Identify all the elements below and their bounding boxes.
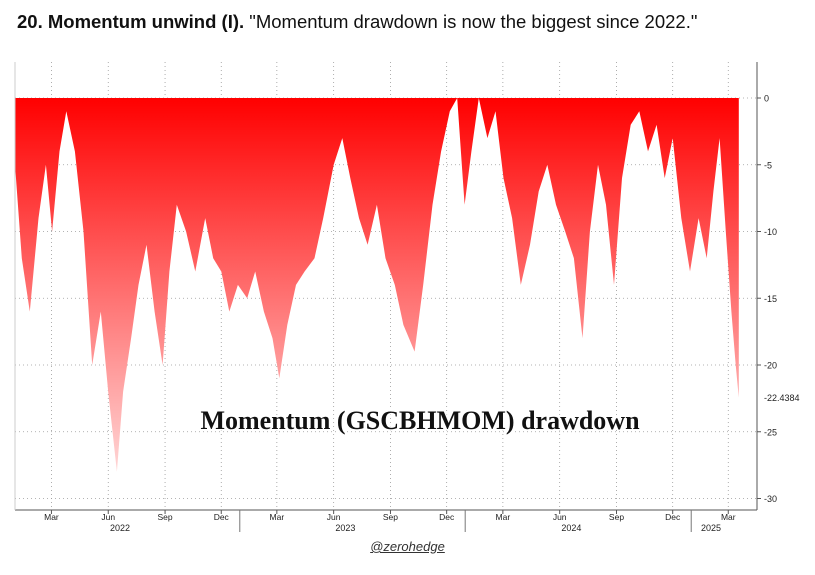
chart-title: Momentum (GSCBHMOM) drawdown <box>200 406 640 435</box>
year-label: 2024 <box>561 523 581 533</box>
y-tick-label: -15 <box>764 294 777 304</box>
axes <box>14 62 761 532</box>
heading: 20. Momentum unwind (I). "Momentum drawd… <box>17 11 697 33</box>
x-tick-label: Sep <box>158 512 173 522</box>
x-tick-label: Jun <box>553 512 567 522</box>
y-tick-label: -30 <box>764 494 777 504</box>
drawdown-area <box>15 98 739 472</box>
x-tick-label: Dec <box>214 512 230 522</box>
year-label: 2023 <box>335 523 355 533</box>
x-tick-label: Mar <box>721 512 736 522</box>
y-tick-label: -10 <box>764 227 777 237</box>
y-tick-label: -20 <box>764 361 777 371</box>
year-label: 2025 <box>701 523 721 533</box>
x-tick-label: Mar <box>44 512 59 522</box>
x-tick-label: Jun <box>101 512 115 522</box>
x-tick-label: Mar <box>270 512 285 522</box>
y-tick-label: -25 <box>764 427 777 437</box>
x-tick-label: Jun <box>327 512 341 522</box>
heading-number-title: 20. Momentum unwind (I). <box>17 11 245 32</box>
x-tick-label: Sep <box>609 512 624 522</box>
x-tick-label: Sep <box>383 512 398 522</box>
year-label: 2022 <box>110 523 130 533</box>
x-axis-labels: Mar Jun Sep Dec Mar Jun Sep Dec Mar Jun Sep Dec Mar2… <box>44 512 736 533</box>
last-value-label: -22.4384 <box>764 393 800 403</box>
x-tick-label: Dec <box>439 512 455 522</box>
y-axis-labels: 0 -5 -10 -15 -20 -25 -30 -22.4384 <box>764 94 800 505</box>
y-tick-label: -5 <box>764 160 772 170</box>
heading-quote: "Momentum drawdown is now the biggest si… <box>249 11 698 32</box>
x-tick-label: Mar <box>496 512 511 522</box>
y-tick-label: 0 <box>764 94 769 104</box>
x-tick-label: Dec <box>665 512 681 522</box>
source-credit: @zerohedge <box>370 539 445 554</box>
